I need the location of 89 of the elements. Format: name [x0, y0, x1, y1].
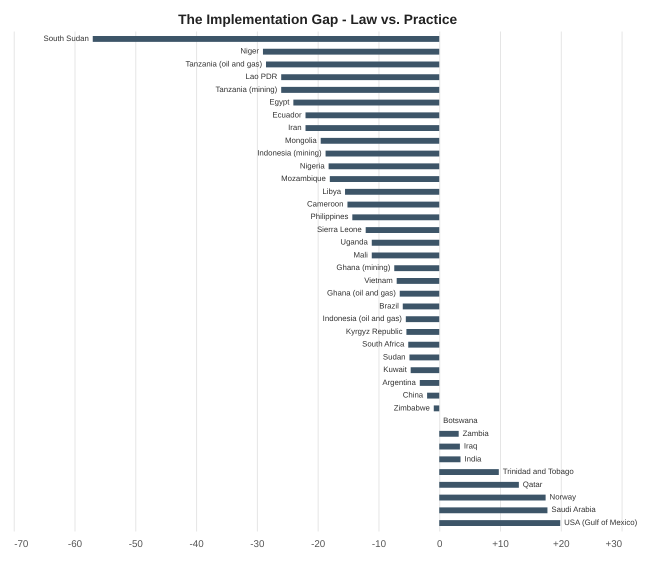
y-tick-label: Botswana [443, 416, 478, 426]
y-tick-label: Zimbabwe [394, 403, 430, 412]
y-tick-label: Niger [240, 46, 260, 56]
y-tick-label: Tanzania (oil and gas) [185, 59, 262, 68]
y-tick-label: Mozambique [281, 174, 326, 184]
bar [406, 316, 440, 322]
y-tick-label: Tanzania (mining) [215, 84, 278, 94]
y-tick-label: Brazil [379, 301, 400, 310]
y-tick-label: Kuwait [383, 365, 408, 374]
y-tick-label: USA (Gulf of Mexico) [564, 518, 638, 527]
y-tick-label: Sudan [382, 352, 406, 362]
y-tick-label: Zambia [462, 428, 490, 438]
bar [372, 240, 440, 246]
chart-title: The Implementation Gap - Law vs. Practice [178, 12, 458, 28]
x-tick-label: -20 [311, 539, 326, 550]
bar [345, 188, 440, 195]
y-tick-label: Uganda [340, 238, 368, 247]
y-tick-label: Ghana (oil and gas) [327, 288, 396, 298]
x-tick-label: +30 [605, 539, 623, 550]
bar [439, 494, 546, 500]
bar [434, 405, 440, 412]
y-tick-label: Saudi Arabia [551, 505, 596, 514]
x-tick-label: -40 [189, 539, 204, 550]
bar [306, 125, 440, 132]
bar [330, 176, 440, 182]
bar [394, 265, 440, 272]
y-tick-label: Iraq [464, 442, 478, 451]
y-tick-label: Trinidad and Tobago [502, 467, 574, 476]
y-tick-label: Iran [288, 123, 302, 132]
bar [408, 342, 440, 348]
y-tick-label: Argentina [382, 378, 417, 387]
bar [293, 100, 440, 106]
bar [439, 456, 461, 462]
bar [320, 138, 440, 144]
bar [420, 380, 440, 386]
y-tick-label: Qatar [522, 480, 543, 489]
y-tick-label: Mongolia [285, 136, 318, 145]
x-tick-label: 0 [437, 539, 444, 550]
y-tick-label: Sierra Leone [316, 224, 362, 234]
bar [439, 482, 519, 488]
bar [396, 278, 440, 284]
x-tick-label: +20 [552, 539, 570, 550]
y-tick-label: Libya [322, 186, 342, 196]
bar [281, 86, 440, 93]
y-tick-label: Nigeria [300, 161, 326, 170]
bar [326, 150, 440, 157]
bar [92, 36, 440, 42]
x-tick-label: -30 [250, 539, 265, 550]
x-tick-label: -60 [68, 539, 83, 550]
x-tick-label: -70 [14, 539, 29, 550]
y-tick-label: Mali [353, 250, 368, 260]
bar [439, 507, 548, 514]
bar [352, 214, 440, 220]
y-tick-label: Philippines [310, 212, 348, 222]
y-tick-label: Ghana (mining) [336, 263, 391, 272]
bar [266, 61, 440, 68]
y-tick-label: Kyrgyz Republic [346, 326, 403, 336]
y-tick-label: Ecuador [272, 110, 302, 120]
x-tick-label: +10 [492, 539, 510, 550]
bar [406, 328, 440, 335]
x-tick-label: -50 [128, 539, 144, 550]
bar [409, 354, 440, 360]
x-tick-label: -10 [372, 539, 387, 550]
y-tick-label: Indonesia (oil and gas) [322, 314, 402, 324]
bar [439, 520, 560, 526]
y-tick-label: Egypt [269, 98, 290, 107]
bar [262, 48, 440, 55]
bar [347, 202, 440, 208]
bar [410, 367, 440, 374]
y-tick-label: Vietnam [364, 276, 393, 285]
y-tick-label: South Africa [362, 340, 405, 349]
y-tick-label: Cameroon [306, 199, 344, 208]
bar [427, 392, 440, 399]
y-tick-label: South Sudan [44, 34, 89, 43]
bar [439, 444, 460, 450]
y-tick-label: China [402, 390, 424, 400]
y-tick-label: Indonesia (mining) [257, 148, 322, 158]
y-tick-label: Norway [550, 492, 576, 502]
bar [402, 304, 440, 310]
bar [439, 469, 499, 476]
bar [400, 290, 440, 297]
bar [328, 163, 440, 170]
bar [439, 430, 459, 437]
bar [306, 112, 440, 118]
y-tick-label: Lao PDR [246, 72, 278, 82]
bar [372, 252, 440, 258]
y-tick-label: India [464, 454, 482, 464]
bar [281, 74, 440, 80]
bar [366, 227, 440, 233]
